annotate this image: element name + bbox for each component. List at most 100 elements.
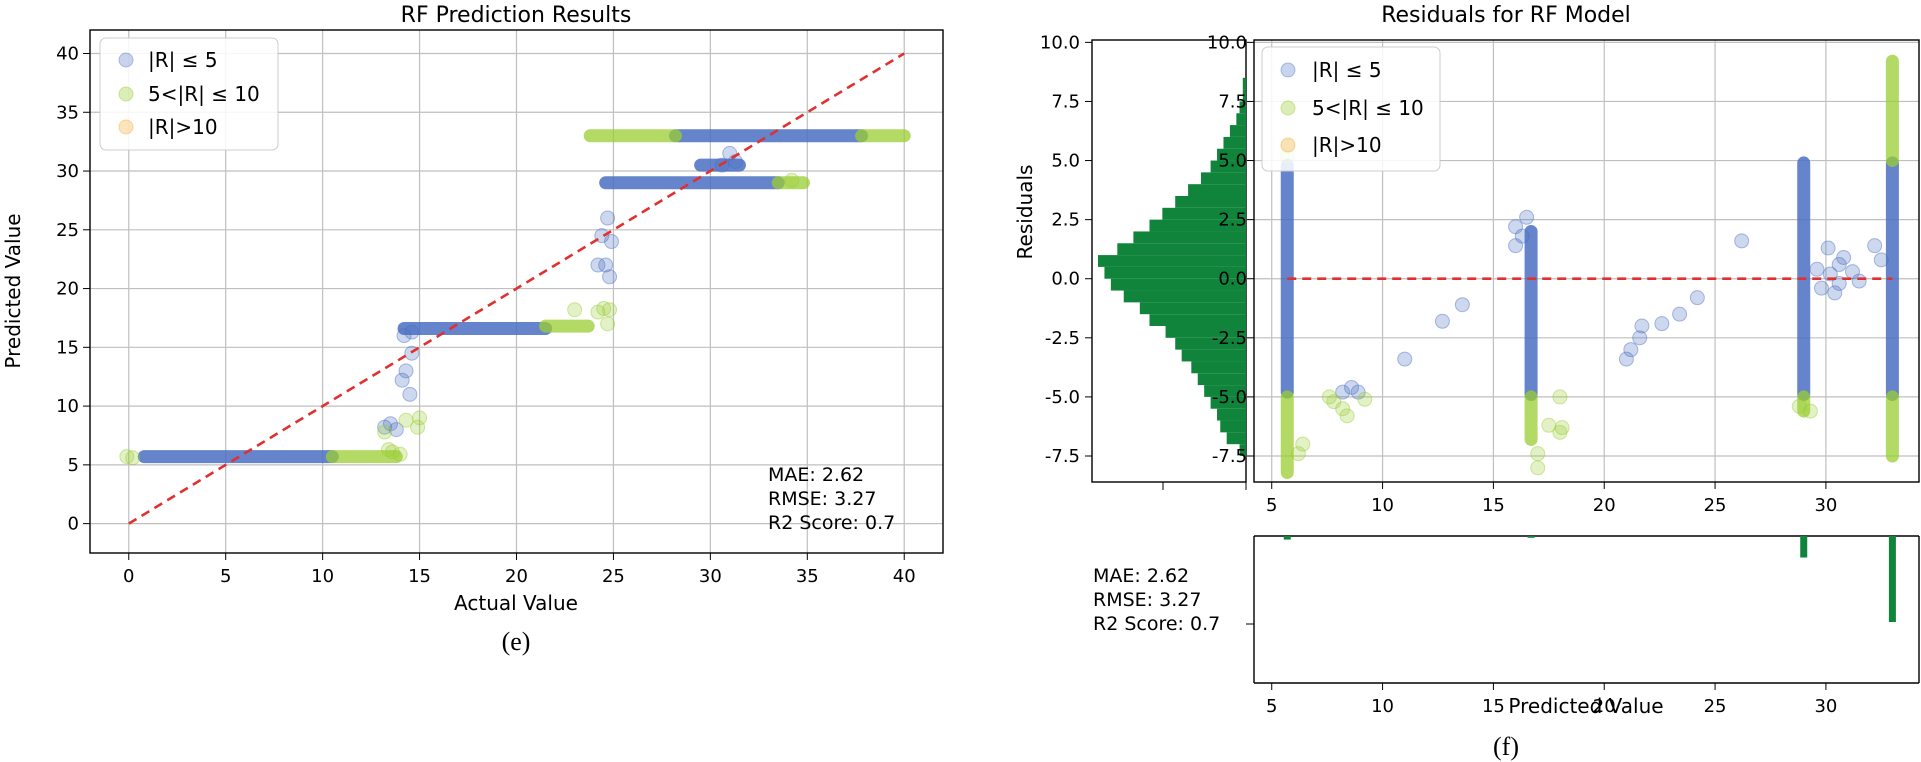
chart-e-xlabel: Actual Value [454,591,578,615]
chart-f-small-point [1335,384,1351,400]
chart-f-xtick-label: 15 [1482,495,1505,516]
chart-e-small-point [377,419,393,435]
chart-e-small-point [404,324,420,340]
predicted-histogram-xtick-label: 5 [1266,696,1277,717]
chart-f: Residuals for RF Model Residuals 5 10 15 20… [1013,3,1920,761]
chart-e-legend-label-small: |R| ≤ 5 [148,48,218,72]
chart-f-medium-point [1335,401,1351,417]
chart-f-xtick-label: 5 [1266,495,1277,516]
chart-f-small-point [1809,261,1825,277]
predicted-histogram-bar [1527,536,1535,538]
chart-f-ytick-label-inner: -5.0 [1212,387,1247,408]
chart-e-medium-point [392,446,408,462]
chart-f-small-point [1845,264,1860,280]
residual-histogram-bar [1217,148,1246,161]
chart-f-metric-r2: R2 Score: 0.7 [1093,613,1220,635]
chart-f-small-point [1654,316,1670,332]
chart-f-ytick-label: -5.0 [1045,387,1080,408]
chart-e-small-point [402,386,418,402]
chart-f-small-point [1397,351,1413,367]
chart-e-small-point [394,372,410,388]
chart-f-xtick-label: 30 [1814,495,1837,516]
chart-f-ytick-label: -7.5 [1045,446,1080,467]
chart-f-xtick-label: 20 [1593,495,1616,516]
residual-histogram-bar [1236,113,1246,126]
chart-f-ytick-label-inner: 0.0 [1218,269,1247,290]
residual-histogram-bar [1210,160,1246,173]
predicted-histogram-bar [1283,536,1291,540]
chart-f-ytick-label: 0.0 [1051,269,1080,290]
residual-histogram-bar [1149,219,1246,232]
chart-f-small-point [1689,290,1705,306]
chart-e-xtick-label: 40 [893,566,916,587]
chart-f-xtick-label: 25 [1704,495,1727,516]
chart-f-legend-marker-small [1280,62,1296,78]
chart-f-ytick-label: 7.5 [1051,91,1080,112]
predicted-histogram-bar [1888,536,1896,622]
predicted-histogram-xtick-label: 15 [1482,696,1505,717]
chart-e-medium-point [381,442,397,458]
residual-histogram-bar [1191,361,1246,374]
chart-e-ytick-label: 40 [56,44,79,65]
chart-f-small-point [1632,330,1648,346]
chart-f-ytick-label-inner: -7.5 [1212,446,1247,467]
chart-e-medium-point [590,304,606,320]
chart-f-small-point [1623,342,1639,358]
chart-e-small-point [590,257,606,273]
chart-f-small-point [1634,318,1650,334]
residual-histogram-panel [1091,39,1247,490]
chart-f-small-point [1867,238,1883,254]
chart-f-medium-point [1326,394,1342,410]
chart-f-small-point [1734,233,1750,249]
chart-e-legend-marker-small [118,52,134,68]
residual-histogram-bar [1226,432,1246,445]
residual-histogram-bar [1242,89,1246,102]
chart-f-small-point [1434,313,1450,329]
chart-f-medium-point [1541,417,1557,433]
chart-e-caption: (e) [502,627,531,656]
residual-histogram-bar [1162,207,1246,220]
chart-e-legend-box [99,37,279,151]
chart-f-small-point [1851,273,1867,289]
chart-f-medium-point [1530,460,1546,476]
chart-f-medium-point [1802,403,1818,419]
chart-f-small-point [1813,280,1829,296]
residual-histogram-bar [1175,337,1246,350]
predicted-histogram-xtick-label: 30 [1814,696,1837,717]
predicted-histogram-xtick-label: 25 [1704,696,1727,717]
chart-e-ytick-label: 30 [56,161,79,182]
residual-histogram-bar [1223,136,1246,149]
chart-e-metric-rmse: RMSE: 3.27 [768,488,876,510]
chart-f-ytick-label: 2.5 [1051,210,1080,231]
chart-f-small-point [1831,257,1847,273]
chart-e-ytick-label: 20 [56,279,79,300]
chart-e-ytick-label: 10 [56,396,79,417]
chart-f-medium-point [1554,420,1570,436]
chart-f-medium-point [1295,436,1311,452]
chart-e-medium-point [412,410,428,426]
residual-histogram-bar [1210,396,1246,409]
chart-f-legend-marker-large [1280,137,1296,153]
residual-histogram-bar [1204,385,1246,397]
residual-histogram-bar [1139,302,1246,315]
chart-f-frame [1253,39,1920,483]
chart-f-medium-point [1552,424,1568,440]
chart-e-metric-r2: R2 Score: 0.7 [768,512,895,534]
chart-f-legend-label-medium: 5<|R| ≤ 10 [1312,96,1424,120]
residual-histogram-bar [1242,77,1246,90]
residual-histogram-bar [1220,420,1246,433]
residual-histogram-bar [1133,231,1246,244]
chart-f-small-point [1519,209,1535,225]
residual-histogram-bar [1197,373,1246,386]
chart-e-medium-point [567,302,583,318]
chart-e-medium-point [784,172,800,188]
chart-e-ylabel: Predicted Value [1,213,25,368]
chart-f-ytick-label: 5.0 [1051,151,1080,172]
chart-f-xtick-label: 10 [1371,495,1394,516]
chart-f-legend-marker-medium [1280,100,1296,116]
chart-e-small-point [602,269,618,285]
chart-f-medium-point [1290,446,1306,462]
residual-histogram-bar [1165,326,1246,338]
chart-e-medium-point [596,301,612,317]
